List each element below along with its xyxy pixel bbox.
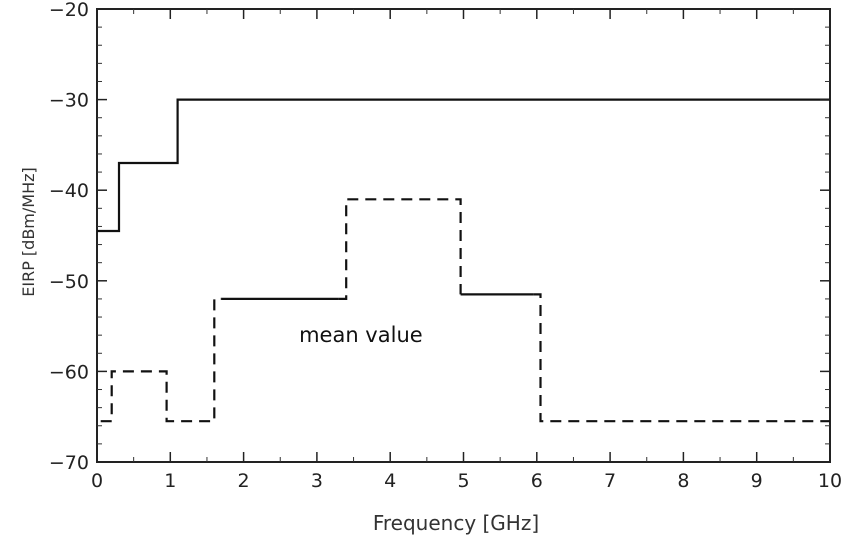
dashed-series-line-5 bbox=[533, 293, 830, 423]
x-tick-label: 8 bbox=[677, 470, 689, 492]
ticks-group: 0 1 2 3 4 5 6 7 8 9 10 −70 −60 −50 −40 −30 −20 bbox=[49, 0, 842, 492]
y-tick-label: −30 bbox=[49, 90, 89, 112]
x-tick-label: 0 bbox=[91, 470, 103, 492]
mean-value-annotation: mean value bbox=[299, 323, 423, 347]
x-axis-label: Frequency [GHz] bbox=[373, 511, 539, 535]
dashed-series-line-4 bbox=[338, 198, 462, 300]
plot-frame bbox=[96, 8, 831, 463]
x-tick-label: 5 bbox=[457, 470, 469, 492]
series-group bbox=[97, 98, 830, 423]
solid-series-line-0 bbox=[97, 98, 830, 233]
x-tick-label: 7 bbox=[604, 470, 616, 492]
y-tick-label: −70 bbox=[49, 452, 89, 474]
x-tick-label: 6 bbox=[531, 470, 543, 492]
y-tick-label: −40 bbox=[49, 180, 89, 202]
x-tick-label: 4 bbox=[384, 470, 396, 492]
x-tick-label: 2 bbox=[238, 470, 250, 492]
y-tick-label: −50 bbox=[49, 271, 89, 293]
x-tick-label: 1 bbox=[164, 470, 176, 492]
dashed-series-line-3 bbox=[100, 297, 222, 423]
y-tick-label: −20 bbox=[49, 0, 89, 21]
x-tick-label: 3 bbox=[311, 470, 323, 492]
plot-area bbox=[96, 8, 831, 463]
y-tick-label: −60 bbox=[49, 361, 89, 383]
y-axis-label: EIRP [dBm/MHz] bbox=[19, 167, 38, 297]
x-tick-label: 10 bbox=[818, 470, 842, 492]
x-tick-label: 9 bbox=[751, 470, 763, 492]
